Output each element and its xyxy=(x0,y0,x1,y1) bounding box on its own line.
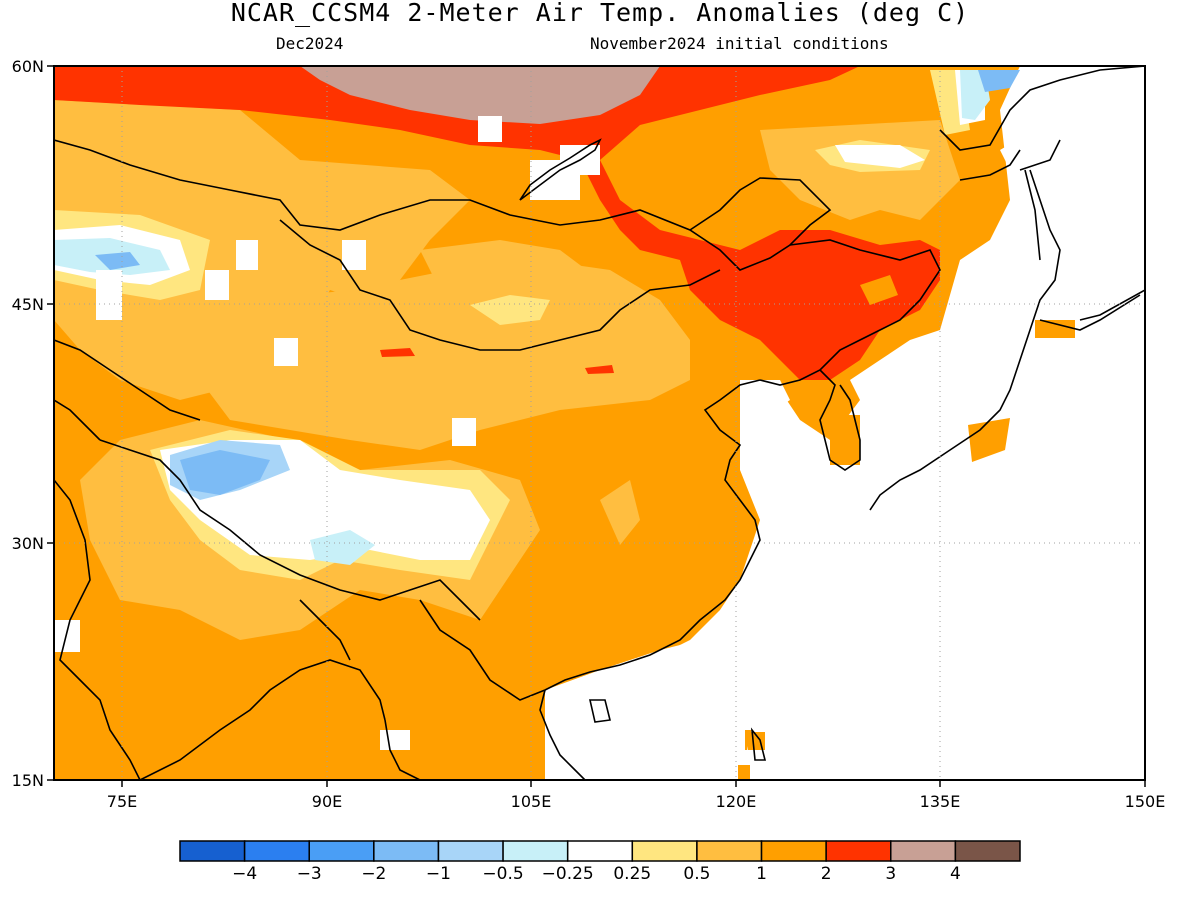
colorbar-swatch xyxy=(760,840,827,862)
colorbar-swatch xyxy=(631,840,698,862)
map-field xyxy=(54,66,1145,780)
colorbar xyxy=(179,840,1021,862)
forecast-month: Dec2024 xyxy=(276,34,344,53)
colorbar-swatch xyxy=(179,840,246,862)
colorbar-swatch xyxy=(373,840,440,862)
anomaly-3-to-4 xyxy=(300,66,660,124)
colorbar-label: 0.25 xyxy=(613,864,652,884)
colorbar-label: 2 xyxy=(820,864,832,884)
colorbar-label: 0.5 xyxy=(683,864,711,884)
colorbar-label: −2 xyxy=(361,864,387,884)
colorbar-label: −1 xyxy=(425,864,451,884)
colorbar-label: 1 xyxy=(756,864,767,884)
colorbar-label: −0.5 xyxy=(482,864,524,884)
lat-tick-60n: 60N xyxy=(12,57,44,76)
colorbar-label: 3 xyxy=(885,864,897,884)
lon-tick-90e: 90E xyxy=(312,792,342,811)
colorbar-swatch xyxy=(243,840,310,862)
graticule xyxy=(54,66,1145,780)
lon-tick-labels: 75E 90E 105E 120E 135E 150E xyxy=(107,792,1166,811)
map-title: NCAR_CCSM4 2-Meter Air Temp. Anomalies (… xyxy=(230,0,970,27)
colorbar-swatch xyxy=(502,840,569,862)
colorbar-swatch xyxy=(954,840,1021,862)
coastlines xyxy=(54,66,1145,780)
colorbar-label: −0.25 xyxy=(541,864,594,884)
lat-tick-30n: 30N xyxy=(12,534,44,553)
lat-tick-45n: 45N xyxy=(12,295,44,314)
initial-conditions: November2024 initial conditions xyxy=(590,34,889,53)
colorbar-swatch xyxy=(825,840,892,862)
lon-tick-105e: 105E xyxy=(511,792,552,811)
tick-marks xyxy=(47,65,1146,787)
colorbar-swatch xyxy=(890,840,957,862)
lat-tick-labels: 60N 45N 30N 15N xyxy=(12,57,44,790)
anomaly-0-5-to-1 xyxy=(54,100,470,400)
lat-tick-15n: 15N xyxy=(12,771,44,790)
colorbar-label: −3 xyxy=(296,864,322,884)
map-frame xyxy=(53,65,1146,781)
colorbar-swatch xyxy=(437,840,504,862)
colorbar-swatch xyxy=(308,840,375,862)
anomaly-2-to-3 xyxy=(54,66,940,380)
colorbar-swatch xyxy=(566,840,634,862)
lon-tick-150e: 150E xyxy=(1125,792,1166,811)
colorbar-label: 4 xyxy=(949,864,961,884)
lon-tick-120e: 120E xyxy=(716,792,757,811)
colorbar-label: −4 xyxy=(232,864,258,884)
colorbar-swatch xyxy=(696,840,763,862)
lon-tick-75e: 75E xyxy=(107,792,137,811)
lon-tick-135e: 135E xyxy=(920,792,961,811)
